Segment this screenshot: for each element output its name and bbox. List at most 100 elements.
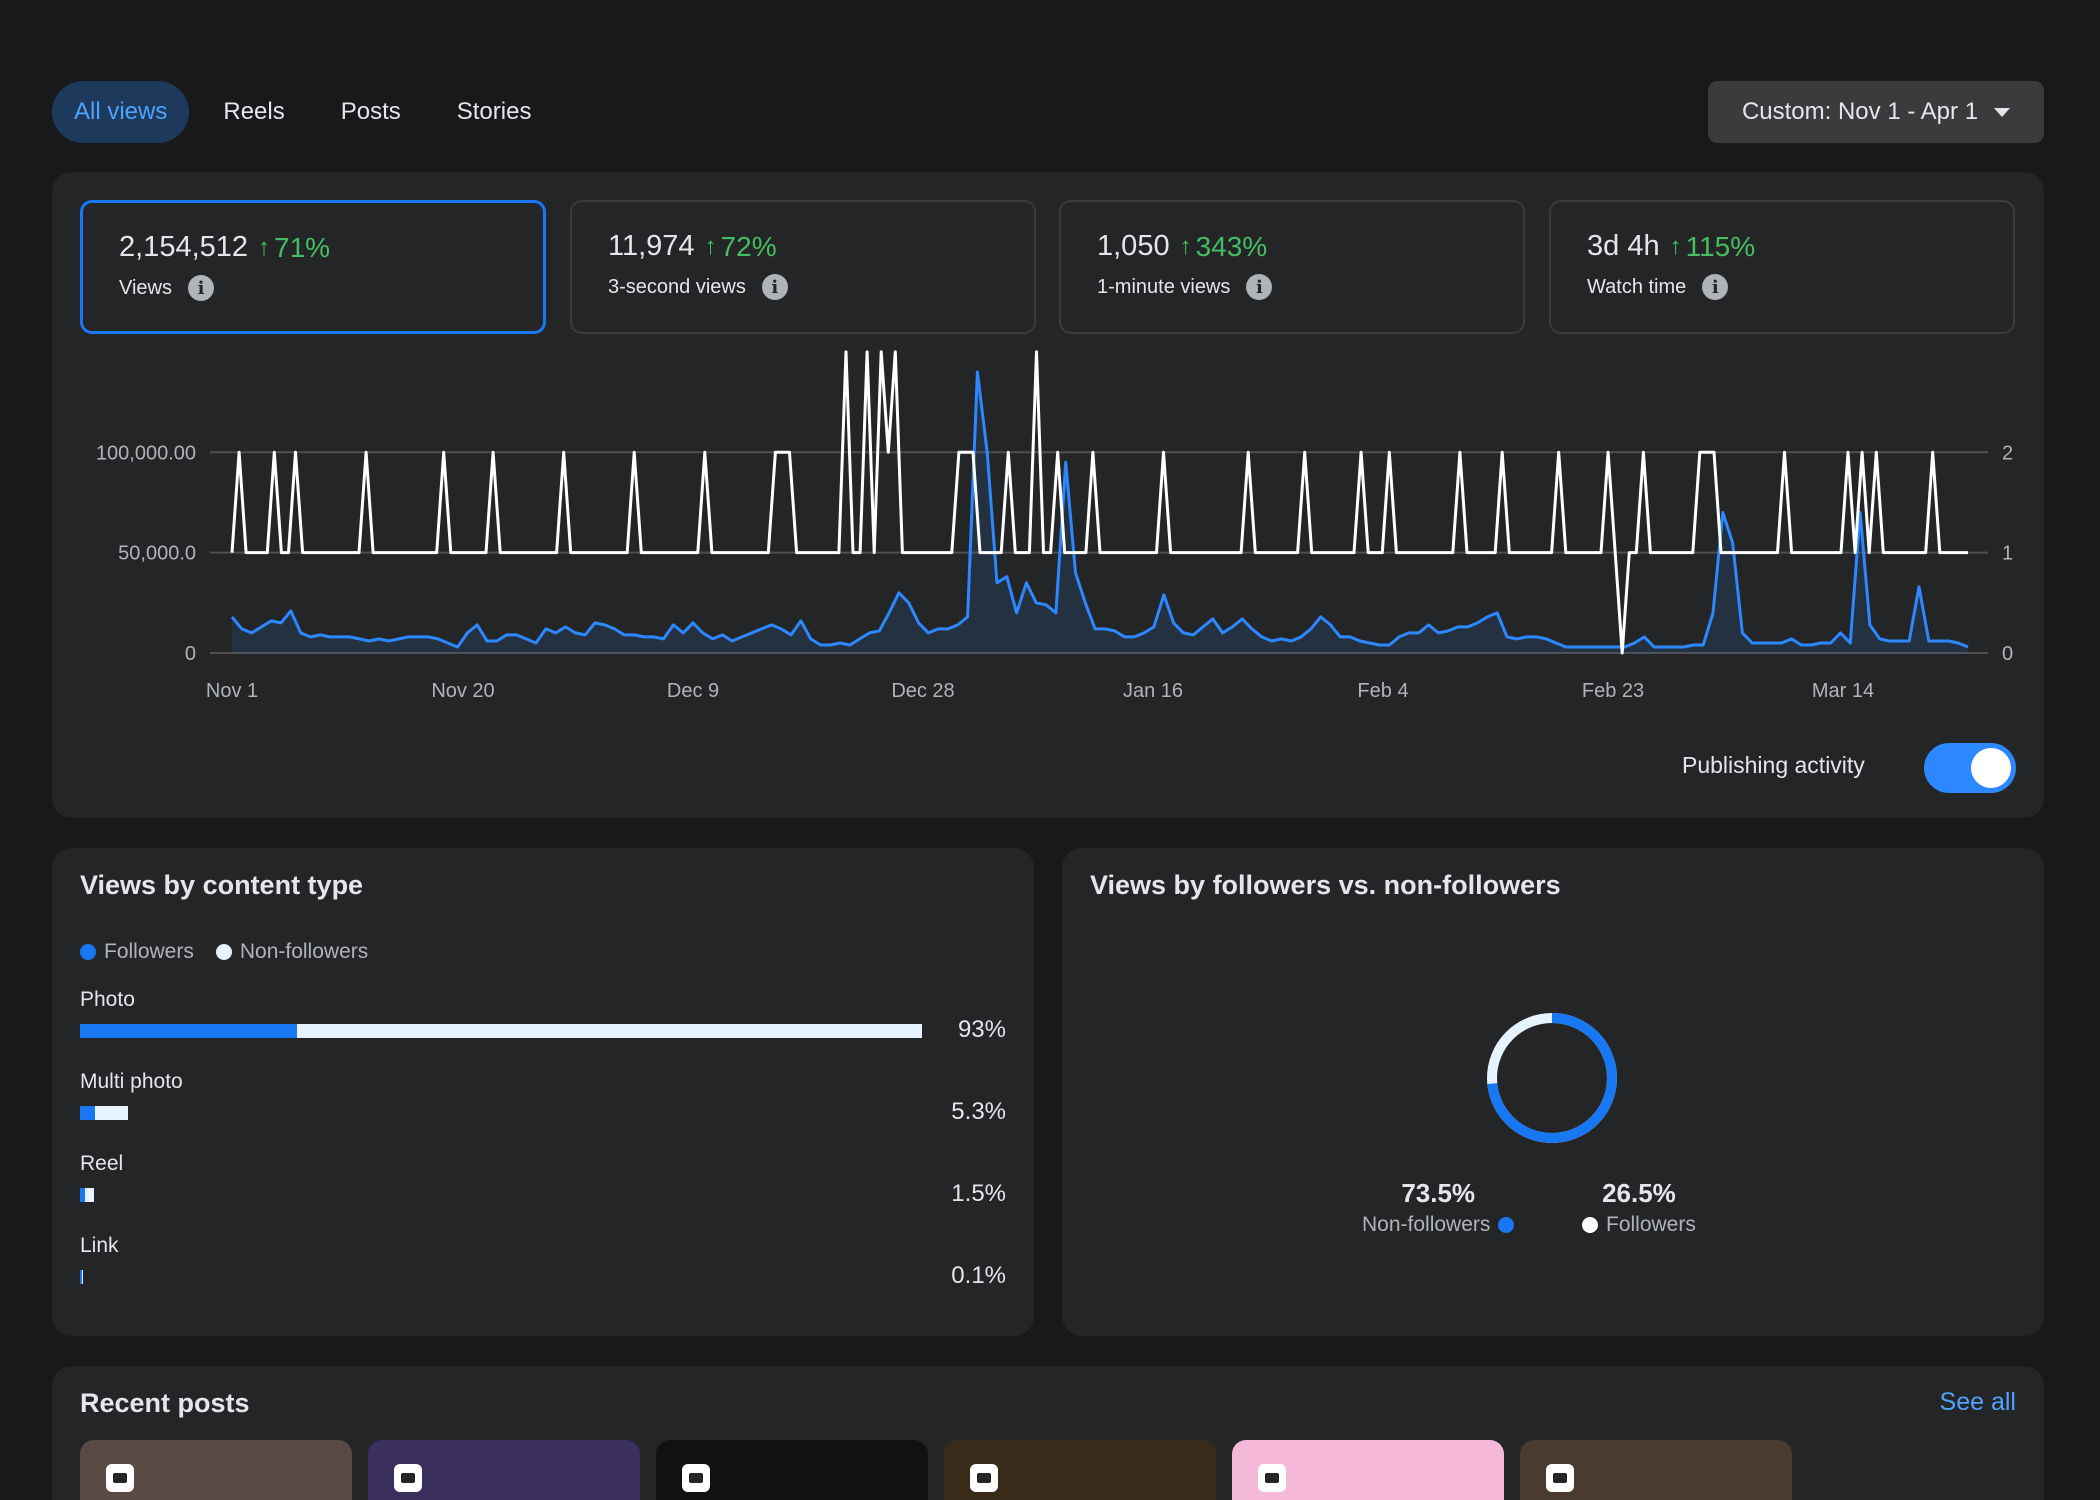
y-right-tick-label: 1 (2002, 543, 2013, 565)
donut-legend-followers: 26.5% Followers (1582, 1178, 1696, 1237)
metric-change: ↑ 343% (1179, 230, 1268, 262)
followers-pct: 26.5% (1602, 1178, 1676, 1208)
recent-posts-thumbnails (80, 1440, 1808, 1500)
photo-icon (1258, 1464, 1286, 1492)
content-type-label: Link (80, 1234, 119, 1257)
non-followers-dot-icon (1498, 1217, 1515, 1233)
metric-change: ↑ 115% (1669, 230, 1756, 262)
donut-legend-non-followers: 73.5% Non-followers (1362, 1178, 1515, 1237)
info-icon[interactable]: i (761, 274, 788, 300)
x-tick-label: Nov 1 (206, 680, 258, 702)
non-followers-segment (95, 1106, 128, 1120)
y-right-tick-label: 2 (2002, 442, 2013, 464)
legend-item-followers: Followers (80, 940, 194, 964)
date-range-label: Custom: Nov 1 - Apr 1 (1741, 98, 1979, 125)
recent-post-thumbnail[interactable] (1520, 1440, 1792, 1500)
followers-segment (80, 1024, 298, 1038)
photo-icon (970, 1464, 998, 1492)
see-all-link[interactable]: See all (1939, 1388, 2016, 1416)
content-type-label: Photo (80, 988, 135, 1011)
x-tick-label: Mar 14 (1812, 680, 1874, 702)
publishing-activity-line (230, 350, 1968, 655)
arrow-up-icon: ↑ (704, 232, 717, 260)
x-tick-label: Feb 23 (1582, 680, 1644, 702)
card-title: Recent posts (80, 1388, 250, 1418)
non-followers-segment (85, 1188, 94, 1202)
legend: Followers Non-followers (80, 940, 390, 964)
metric-change: ↑ 72% (704, 230, 777, 262)
content-type-row: Multi photo 5.3% (80, 1070, 1006, 1140)
reel-icon (106, 1464, 134, 1492)
recent-post-thumbnail[interactable] (656, 1440, 928, 1500)
content-type-bar (80, 1106, 128, 1120)
metric-3-second-views[interactable]: 11,974 ↑ 72% 3-second views i (570, 200, 1036, 334)
photo-icon (1546, 1464, 1574, 1492)
arrow-up-icon: ↑ (258, 233, 271, 261)
metric-watch-time[interactable]: 3d 4h ↑ 115% Watch time i (1549, 200, 2015, 334)
content-type-label: Reel (80, 1152, 124, 1175)
x-tick-label: Dec 9 (667, 680, 719, 702)
recent-post-thumbnail[interactable] (368, 1440, 640, 1500)
toggle-knob (1971, 748, 2011, 788)
content-type-pct: 1.5% (951, 1180, 1006, 1207)
followers-dot-icon (1582, 1217, 1598, 1233)
arrow-up-icon: ↑ (1179, 232, 1192, 260)
recent-posts-card: Recent posts See all (52, 1366, 2044, 1500)
content-type-label: Multi photo (80, 1070, 183, 1093)
metric-value: 1,050 (1097, 230, 1170, 262)
info-icon[interactable]: i (1246, 274, 1273, 300)
card-title: Views by followers vs. non-followers (1090, 870, 1561, 900)
y-left-tick-label: 100,000.00 (96, 442, 196, 464)
metric-label: 1-minute views (1097, 275, 1231, 298)
content-type-row: Link 0.1% (80, 1234, 1006, 1304)
arrow-up-icon: ↑ (1669, 232, 1682, 260)
tab-stories[interactable]: Stories (456, 98, 532, 125)
info-icon[interactable]: i (1702, 274, 1729, 300)
x-tick-label: Feb 4 (1357, 680, 1408, 702)
tab-reels[interactable]: Reels (223, 98, 285, 125)
legend-item-non-followers: Non-followers (215, 940, 368, 964)
publishing-activity-label: Publishing activity (1682, 752, 1865, 778)
tab-posts[interactable]: Posts (340, 98, 401, 125)
content-type-bar (80, 1270, 82, 1284)
content-type-pct: 5.3% (951, 1098, 1006, 1125)
views-by-followers-card: Views by followers vs. non-followers 73.… (1062, 848, 2044, 1336)
metric-change: ↑ 71% (258, 231, 331, 263)
non-followers-segment (297, 1024, 922, 1038)
y-left-tick-label: 50,000.0 (118, 543, 196, 565)
y-right-tick-label: 0 (2002, 643, 2013, 665)
followers-dot-icon (80, 944, 96, 960)
recent-post-thumbnail[interactable] (944, 1440, 1216, 1500)
info-icon[interactable]: i (188, 275, 214, 301)
content-type-pct: 0.1% (951, 1262, 1006, 1289)
publishing-activity-toggle[interactable] (1924, 743, 2016, 793)
metric-label: Views (119, 276, 172, 299)
content-type-bar (80, 1188, 94, 1202)
photo-icon (682, 1464, 710, 1492)
tab-all-views[interactable]: All views (52, 81, 190, 143)
content-type-bar (80, 1024, 922, 1038)
views-by-content-type-card: Views by content type Followers Non-foll… (52, 848, 1034, 1336)
non-followers-dot-icon (215, 944, 232, 960)
y-left-tick-label: 0 (185, 643, 196, 665)
x-tick-label: Jan 16 (1123, 680, 1183, 702)
photo-icon (394, 1464, 422, 1492)
followers-donut-chart (1487, 1013, 1617, 1143)
caret-down-icon (1994, 107, 2011, 117)
content-type-row: Photo 93% (80, 988, 1006, 1058)
metric-1-minute-views[interactable]: 1,050 ↑ 343% 1-minute views i (1059, 200, 1525, 334)
content-type-pct: 93% (957, 1016, 1006, 1043)
recent-post-thumbnail[interactable] (80, 1440, 352, 1500)
metric-views[interactable]: 2,154,512 ↑ 71% Views i (80, 200, 546, 334)
non-followers-pct: 73.5% (1401, 1178, 1476, 1208)
metric-value: 3d 4h (1587, 230, 1660, 262)
view-tabs: All views Reels Posts Stories (52, 81, 565, 143)
followers-segment (80, 1270, 82, 1284)
recent-post-thumbnail[interactable] (1232, 1440, 1504, 1500)
card-title: Views by content type (80, 870, 364, 900)
views-area (232, 372, 1968, 653)
metric-value: 2,154,512 (119, 231, 249, 263)
followers-segment (80, 1106, 96, 1120)
date-range-dropdown[interactable]: Custom: Nov 1 - Apr 1 (1708, 81, 2044, 143)
content-type-row: Reel 1.5% (80, 1152, 1006, 1222)
